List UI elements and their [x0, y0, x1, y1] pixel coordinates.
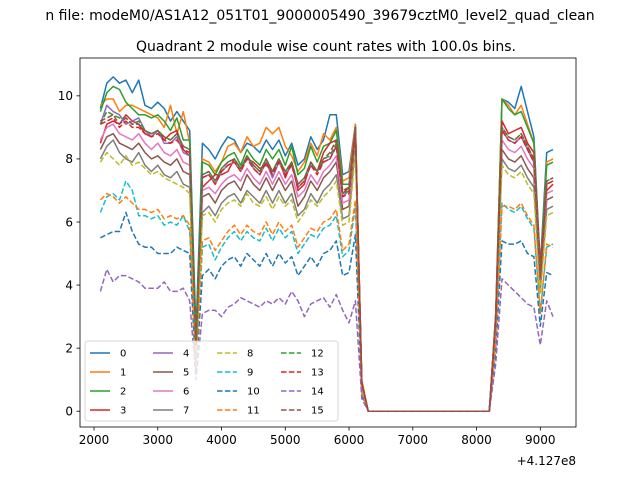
legend-label-5: 5: [183, 368, 189, 379]
legend-label-0: 0: [120, 349, 126, 360]
x-tick-label: 9000: [525, 433, 556, 447]
x-offset-label: +4.127e8: [517, 454, 576, 468]
x-tick-label: 7000: [398, 433, 429, 447]
legend-box: [84, 340, 339, 422]
series-line-10: [100, 211, 554, 412]
x-tick-label: 5000: [270, 433, 301, 447]
y-tick-label: 8: [65, 152, 73, 166]
series-line-15: [100, 114, 554, 412]
y-tick-label: 4: [65, 278, 73, 292]
axes-frame: [79, 57, 577, 428]
chart-title: Quadrant 2 module wise count rates with …: [136, 39, 516, 55]
legend-label-15: 15: [311, 406, 324, 417]
series-line-13: [100, 117, 554, 412]
legend-label-8: 8: [247, 349, 253, 360]
legend-label-7: 7: [183, 406, 189, 417]
suptitle: n file: modeM0/AS1A12_051T01_9000005490_…: [45, 8, 594, 24]
legend-label-11: 11: [247, 406, 260, 417]
legend-label-14: 14: [311, 387, 324, 398]
legend-label-12: 12: [311, 349, 324, 360]
plot-area: 2000 3000 4000 5000 6000 7000 8000 9000 0246810…: [58, 57, 577, 447]
legend-label-10: 10: [247, 387, 260, 398]
legend-label-13: 13: [311, 368, 324, 379]
y-tick-label: 6: [65, 215, 73, 229]
x-tick-label: 6000: [334, 433, 365, 447]
series-line-9: [99, 180, 554, 412]
legend-label-1: 1: [120, 368, 126, 379]
y-tick-label: 0: [65, 405, 73, 419]
x-tick-label: 2000: [79, 433, 110, 447]
legend-label-6: 6: [183, 387, 189, 398]
series-layer: [99, 76, 554, 412]
x-tick-label: 3000: [143, 433, 174, 447]
x-axis-ticks: 2000 3000 4000 5000 6000 7000 8000 9000: [79, 427, 556, 447]
legend-label-2: 2: [120, 387, 126, 398]
y-tick-label: 2: [65, 341, 73, 355]
y-tick-label: 10: [58, 89, 73, 103]
legend-label-9: 9: [247, 368, 253, 379]
x-tick-label: 4000: [206, 433, 237, 447]
x-tick-label: 8000: [461, 433, 492, 447]
y-axis-ticks: 0 2 4 6 8 10: [58, 89, 80, 419]
legend-label-3: 3: [120, 406, 126, 417]
legend-label-4: 4: [183, 349, 189, 360]
